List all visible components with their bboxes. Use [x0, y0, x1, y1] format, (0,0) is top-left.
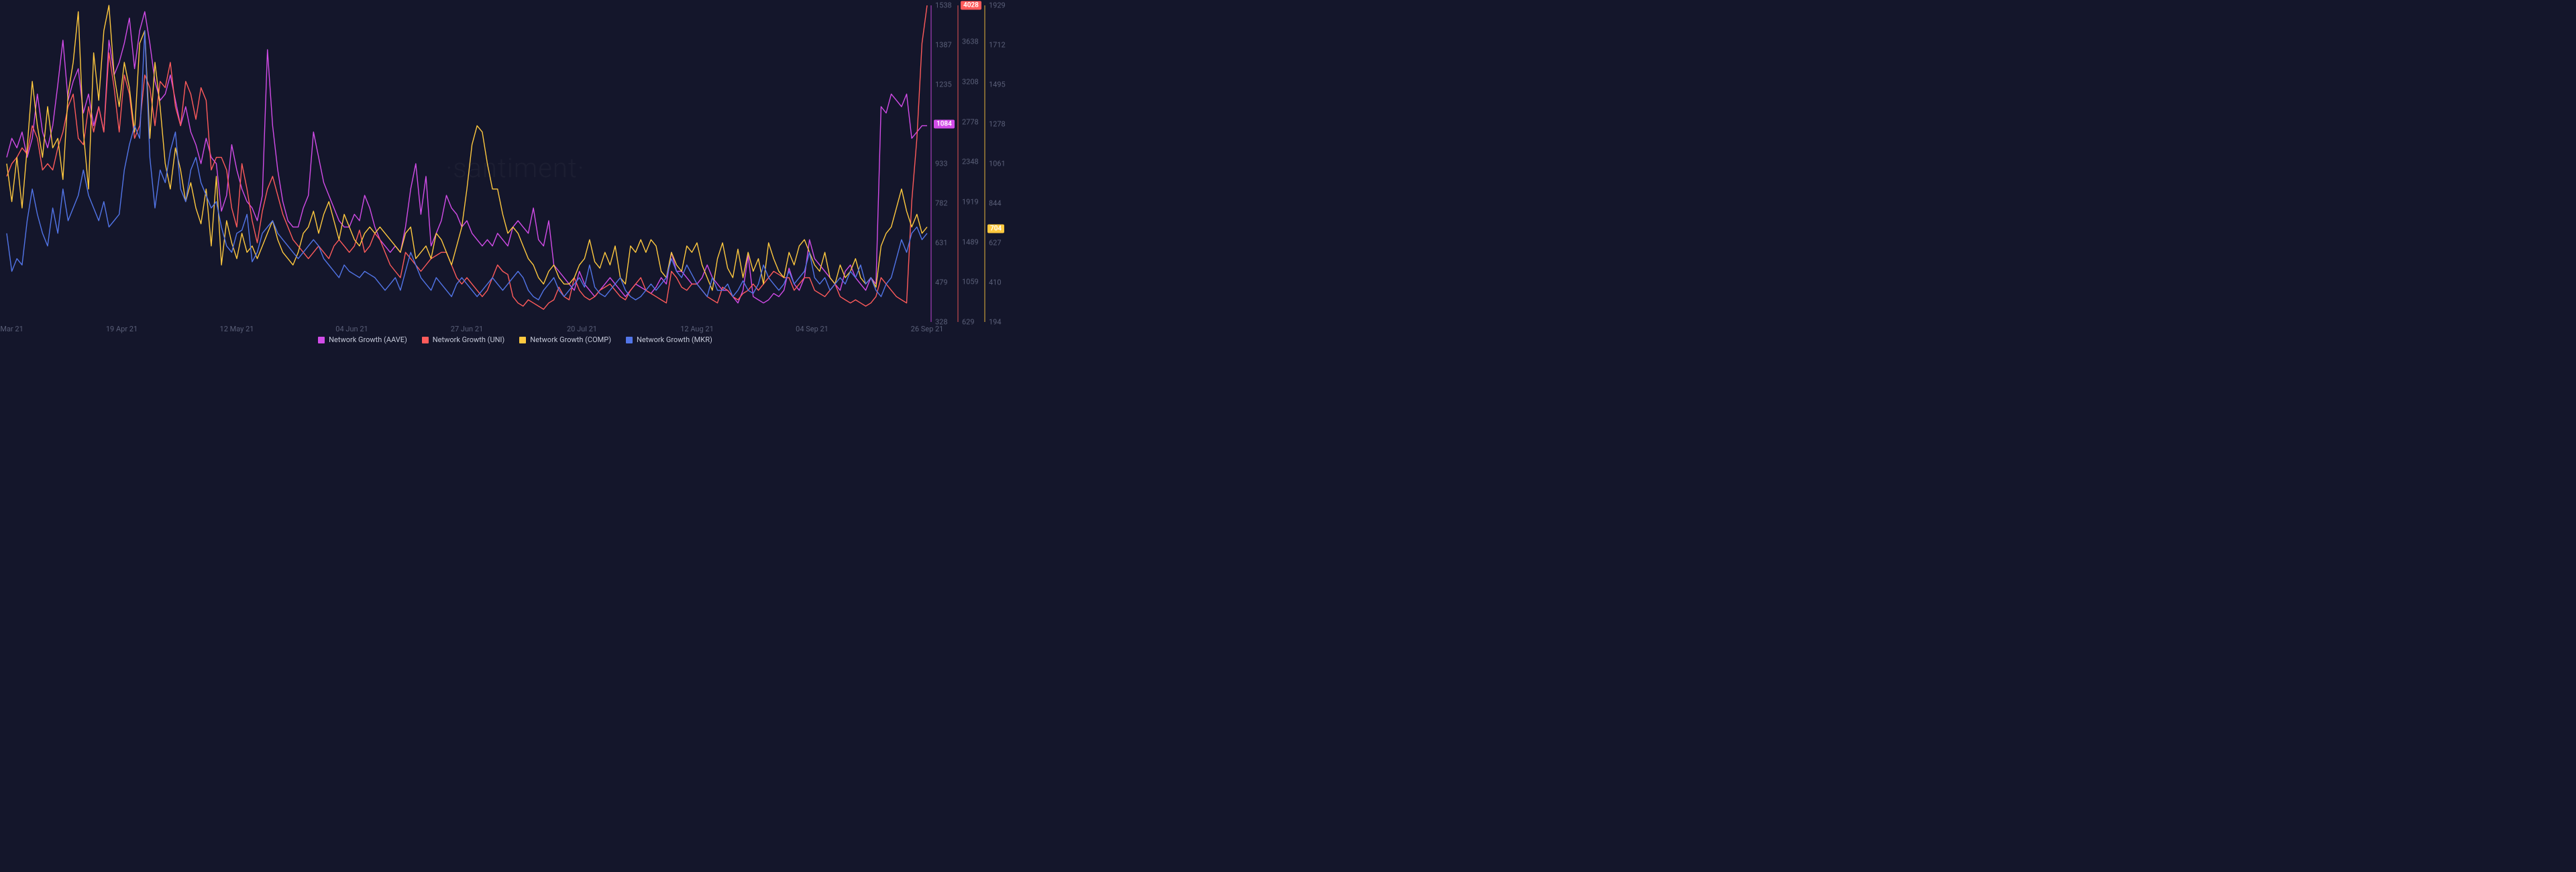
y-tick-label-aave: 1387	[935, 40, 952, 49]
y-tick-label-aave: 782	[935, 199, 948, 207]
y-tick-label-comp: 1712	[989, 41, 1006, 50]
y-tick-label-uni: 3208	[962, 77, 979, 86]
y-tick-label-uni: 1489	[962, 237, 979, 246]
x-tick-label: 27 Jun 21	[451, 325, 483, 333]
y-tick-label-comp: 1061	[989, 160, 1006, 168]
y-tick-label-comp: 1278	[989, 120, 1006, 129]
legend-swatch	[318, 337, 325, 343]
y-tick-label-aave: 631	[935, 238, 948, 247]
y-tick-label-uni: 629	[962, 318, 975, 327]
series-mkr[interactable]	[7, 31, 927, 300]
x-tick-label: 12 Aug 21	[680, 325, 714, 333]
x-tick-label: 04 Sep 21	[796, 325, 828, 333]
y-tick-label-aave: 1235	[935, 80, 952, 89]
y-tick-label-aave: 933	[935, 160, 948, 168]
legend-swatch	[519, 337, 526, 343]
series-comp[interactable]	[7, 5, 927, 290]
y-tick-label-comp: 1495	[989, 80, 1006, 89]
value-badge-uni: 4028	[961, 1, 981, 10]
legend-label: Network Growth (UNI)	[433, 335, 504, 344]
legend: Network Growth (AAVE) Network Growth (UNI…	[0, 335, 1030, 344]
x-tick-label: 12 May 21	[220, 325, 254, 333]
legend-label: Network Growth (MKR)	[637, 335, 712, 344]
x-tick-label: 20 Jul 21	[567, 325, 597, 333]
chart-container: ·santiment· 27 Mar 2119 Apr 2112 May 210…	[0, 0, 1030, 349]
y-tick-label-uni: 2348	[962, 158, 979, 166]
y-tick-label-comp: 627	[989, 239, 1002, 248]
y-tick-label-comp: 1929	[989, 1, 1006, 10]
legend-label: Network Growth (COMP)	[530, 335, 611, 344]
y-tick-label-aave: 328	[935, 318, 948, 327]
legend-swatch	[422, 337, 429, 343]
legend-item[interactable]: Network Growth (MKR)	[626, 335, 712, 344]
legend-label: Network Growth (AAVE)	[329, 335, 407, 344]
y-tick-label-uni: 3638	[962, 38, 979, 46]
y-tick-label-uni: 2778	[962, 117, 979, 126]
x-tick-label: 19 Apr 21	[106, 325, 138, 333]
legend-item[interactable]: Network Growth (AAVE)	[318, 335, 407, 344]
series-uni[interactable]	[7, 5, 927, 309]
y-tick-label-comp: 194	[989, 318, 1002, 327]
y-tick-label-uni: 1919	[962, 197, 979, 206]
y-tick-label-aave: 1538	[935, 1, 952, 10]
y-tick-label-comp: 844	[989, 199, 1002, 208]
x-tick-label: 04 Jun 21	[335, 325, 368, 333]
y-tick-label-comp: 410	[989, 278, 1002, 287]
value-badge-aave: 1084	[934, 120, 955, 129]
y-tick-label-aave: 479	[935, 278, 948, 287]
line-chart[interactable]	[0, 0, 1030, 349]
y-tick-label-uni: 1059	[962, 278, 979, 286]
value-badge-comp: 704	[987, 225, 1004, 233]
legend-item[interactable]: Network Growth (COMP)	[519, 335, 611, 344]
legend-swatch	[626, 337, 633, 343]
legend-item[interactable]: Network Growth (UNI)	[422, 335, 504, 344]
x-tick-label: 27 Mar 21	[0, 325, 23, 333]
series-aave[interactable]	[7, 11, 927, 303]
